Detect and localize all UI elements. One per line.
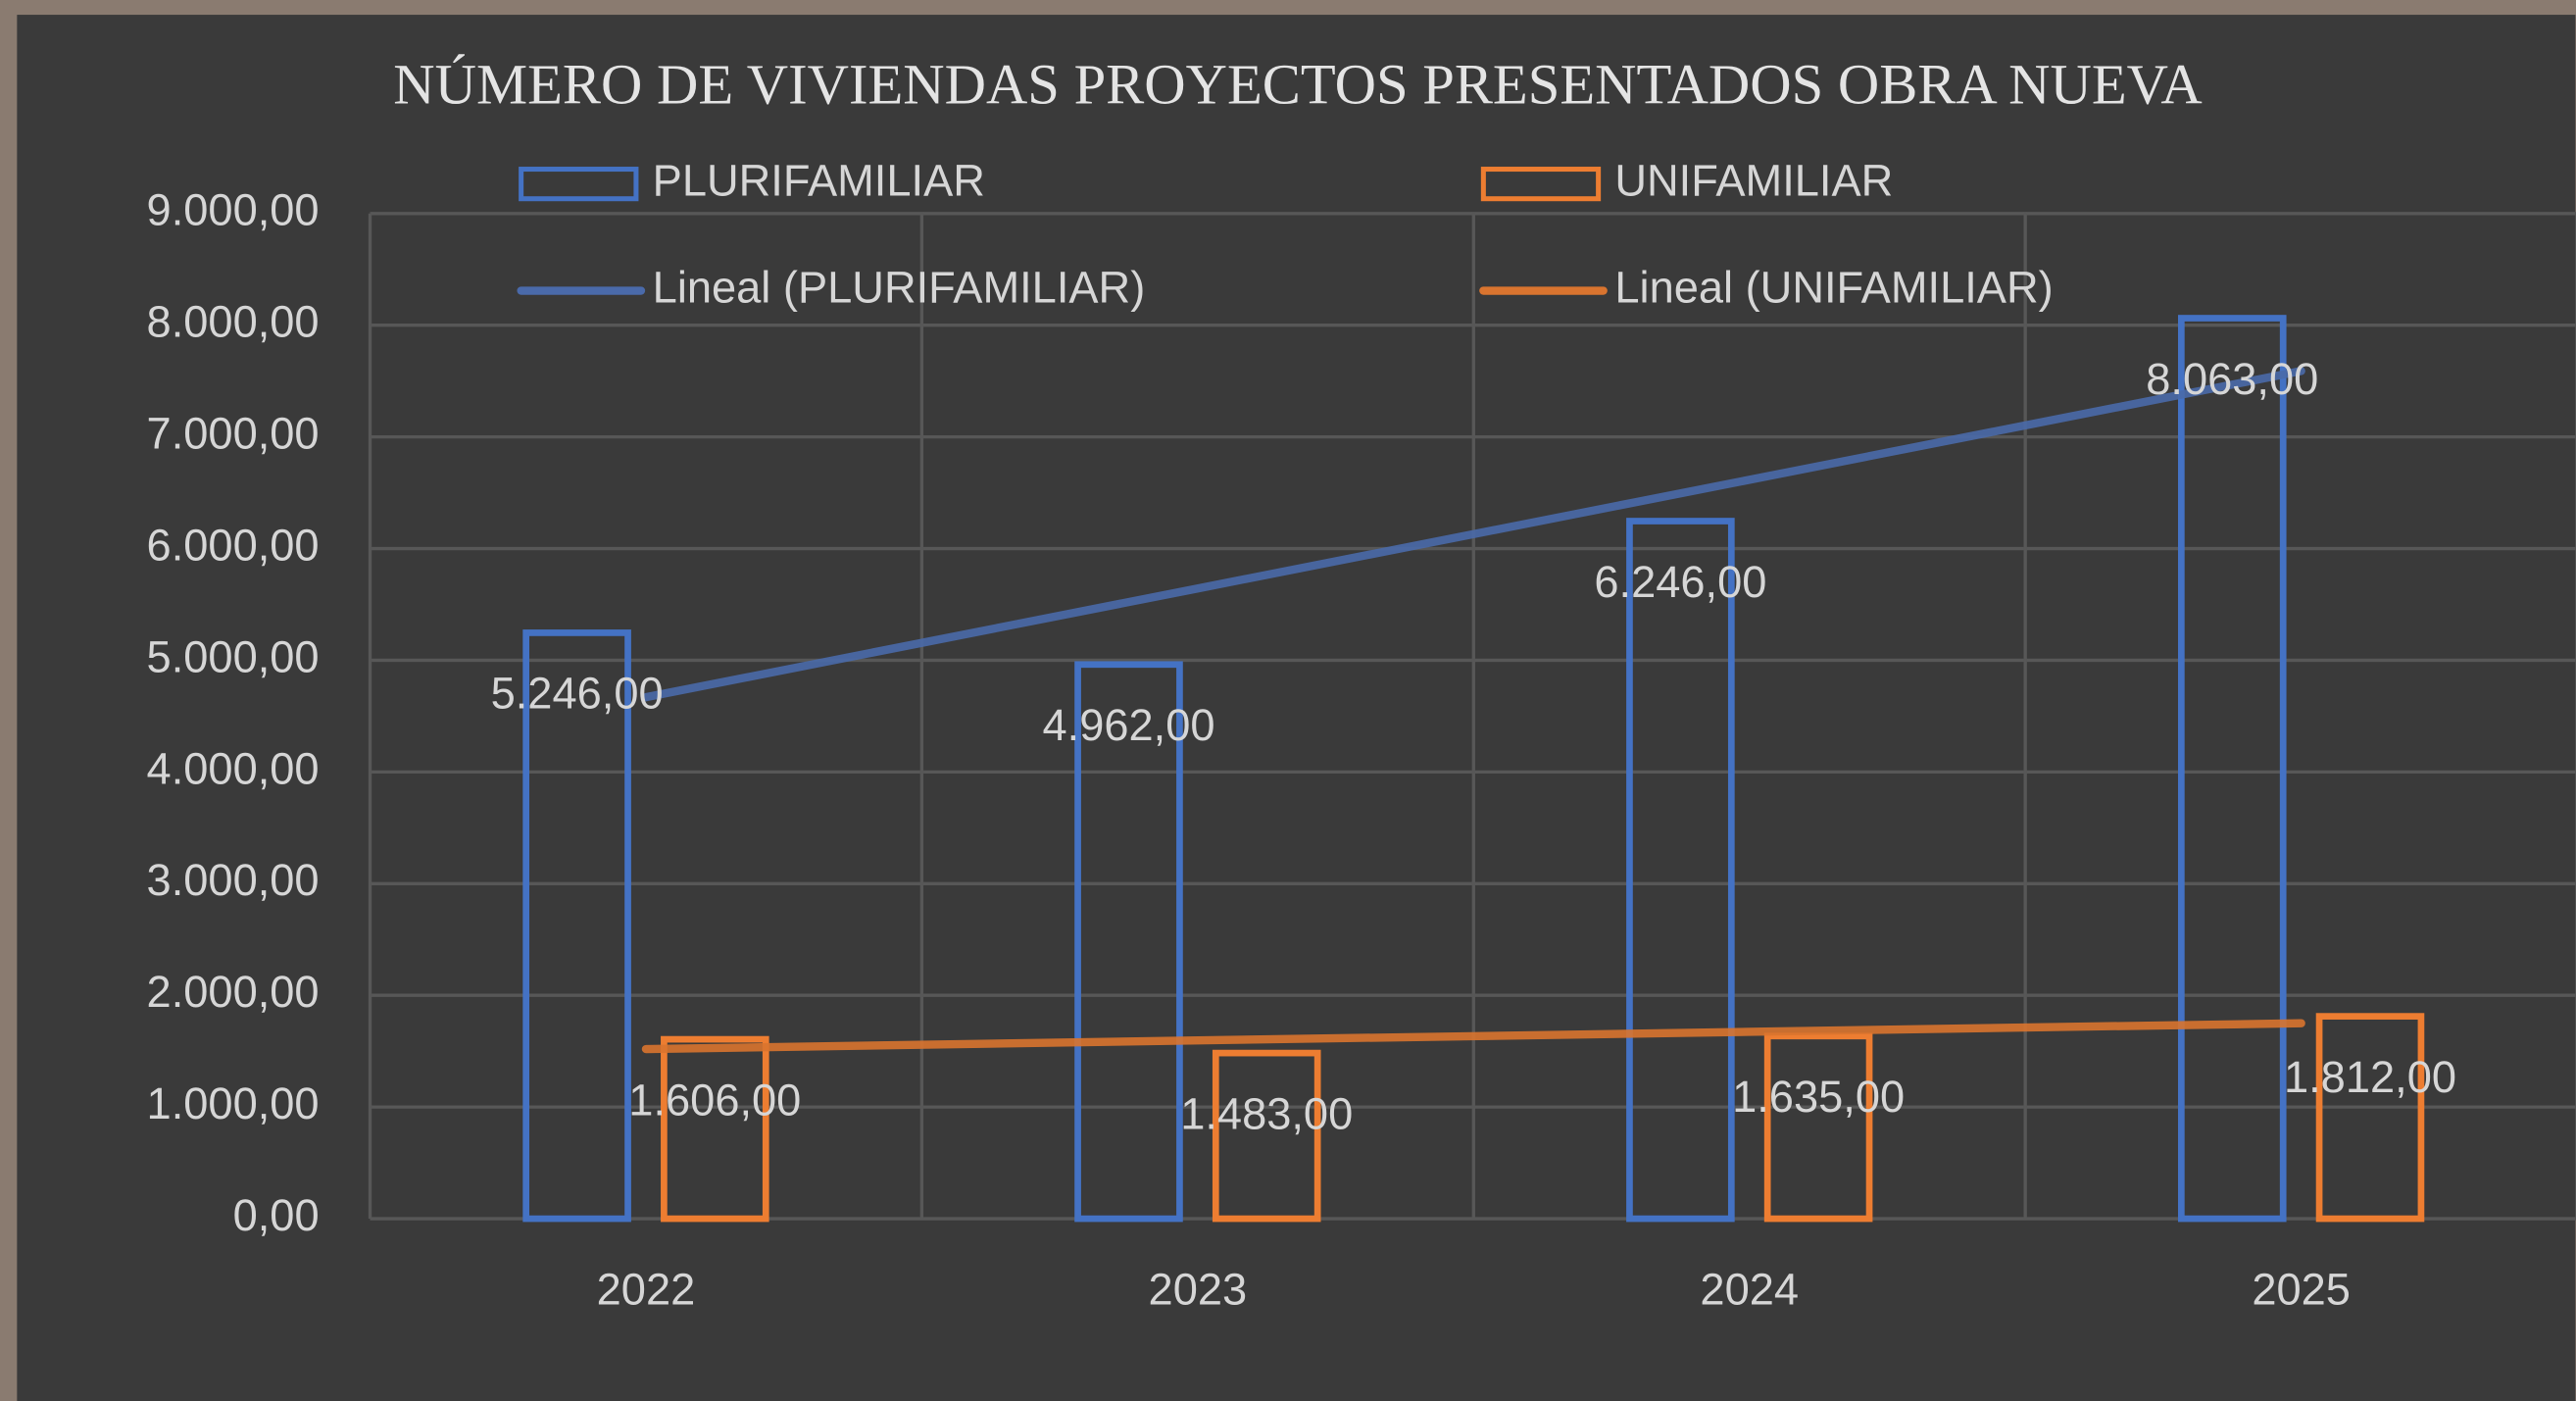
y-tick-label: 9.000,00	[147, 185, 320, 235]
data-label: 4.962,00	[1042, 700, 1214, 750]
data-label: 6.246,00	[1594, 557, 1766, 607]
bar	[2177, 315, 2287, 1223]
data-label: 1.483,00	[1180, 1088, 1353, 1138]
legend-label: Lineal (PLURIFAMILIAR)	[653, 262, 1146, 312]
x-tick-label: 2022	[597, 1264, 696, 1314]
data-label: 1.812,00	[2284, 1052, 2456, 1102]
legend-label: PLURIFAMILIAR	[653, 156, 985, 206]
y-tick-label: 3.000,00	[147, 855, 320, 905]
y-tick-label: 7.000,00	[147, 409, 320, 459]
legend-label: Lineal (UNIFAMILIAR)	[1614, 262, 2053, 312]
y-tick-label: 6.000,00	[147, 520, 320, 570]
bar	[661, 1035, 769, 1223]
bar	[1212, 1049, 1321, 1223]
y-tick-label: 5.000,00	[147, 631, 320, 681]
data-label: 5.246,00	[491, 669, 664, 719]
bar	[1074, 661, 1183, 1223]
chart-background	[17, 15, 2576, 1401]
x-tick-label: 2025	[2252, 1264, 2351, 1314]
x-tick-label: 2023	[1149, 1264, 1248, 1314]
bar	[522, 629, 631, 1223]
trendline	[641, 367, 2305, 702]
data-label: 1.606,00	[628, 1075, 801, 1125]
bar	[1626, 518, 1735, 1223]
bar	[1763, 1032, 1873, 1223]
y-tick-label: 1.000,00	[147, 1078, 320, 1128]
data-label: 8.063,00	[2146, 354, 2318, 404]
y-tick-label: 4.000,00	[147, 743, 320, 793]
y-tick-label: 0,00	[233, 1190, 320, 1240]
chart-title: NÚMERO DE VIVIENDAS PROYECTOS PRESENTADO…	[393, 53, 2202, 117]
data-label: 1.635,00	[1732, 1072, 1905, 1122]
legend-swatch	[1480, 167, 1602, 202]
y-tick-label: 2.000,00	[147, 967, 320, 1017]
y-tick-label: 8.000,00	[147, 297, 320, 347]
bar	[2315, 1013, 2425, 1223]
legend-label: UNIFAMILIAR	[1614, 156, 1893, 206]
trendline	[641, 1019, 2305, 1054]
legend-swatch	[519, 167, 639, 202]
x-tick-label: 2024	[1700, 1264, 1799, 1314]
